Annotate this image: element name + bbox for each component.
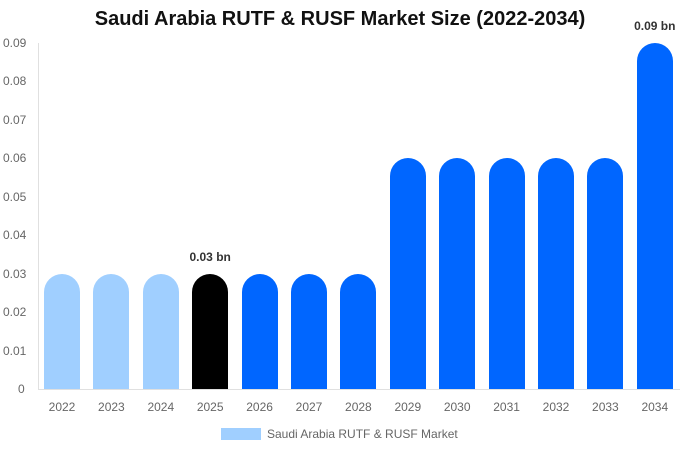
- bar-2031[interactable]: [488, 158, 525, 389]
- legend-label: Saudi Arabia RUTF & RUSF Market: [267, 427, 458, 441]
- x-tick-label: 2025: [196, 400, 224, 414]
- data-label-2034: 0.09 bn: [634, 19, 676, 33]
- bar-2024[interactable]: [142, 273, 179, 389]
- bar-2030[interactable]: [439, 158, 476, 389]
- y-tick-label: 0.02: [3, 305, 27, 320]
- y-axis-line: [38, 43, 39, 389]
- x-tick-label: 2026: [246, 400, 273, 414]
- y-tick-label: 0.05: [3, 189, 27, 204]
- y-tick-label: 0.04: [3, 228, 27, 243]
- x-tick-label: 2032: [542, 400, 570, 414]
- x-axis-line: [38, 389, 680, 390]
- x-tick-label: 2033: [592, 400, 619, 414]
- bar-2029[interactable]: [389, 158, 426, 389]
- x-tick-label: 2022: [48, 400, 76, 414]
- x-tick-label: 2023: [98, 400, 125, 414]
- bar-2022[interactable]: [44, 273, 80, 389]
- x-tick-label: 2029: [394, 400, 422, 414]
- bar-2023[interactable]: [93, 273, 130, 389]
- x-tick-label: 2024: [147, 400, 175, 414]
- bar-2032[interactable]: [538, 158, 574, 389]
- bar-2026[interactable]: [241, 273, 278, 389]
- bar-2034[interactable]: [636, 43, 673, 389]
- y-tick-label: 0.08: [3, 74, 27, 89]
- y-tick-label: 0: [18, 382, 25, 396]
- bar-2033[interactable]: [587, 158, 624, 389]
- x-tick-label: 2034: [641, 400, 669, 414]
- bar-2025[interactable]: [192, 273, 229, 389]
- legend[interactable]: Saudi Arabia RUTF & RUSF Market: [221, 427, 458, 441]
- y-tick-label: 0.06: [3, 151, 27, 166]
- chart-title: Saudi Arabia RUTF & RUSF Market Size (20…: [94, 8, 586, 30]
- legend-swatch: [221, 428, 261, 440]
- y-tick-label: 0.07: [3, 112, 27, 127]
- x-tick-label: 2031: [493, 400, 520, 414]
- x-tick-label: 2028: [345, 400, 372, 414]
- data-label-2025: 0.03 bn: [189, 249, 231, 264]
- y-tick-label: 0.01: [3, 343, 27, 358]
- y-tick-label: 0.03: [3, 266, 27, 281]
- x-tick-label: 2030: [443, 400, 471, 414]
- bar-2028[interactable]: [340, 273, 377, 389]
- y-tick-label: 0.09: [3, 36, 27, 50]
- bar-2027[interactable]: [291, 273, 327, 389]
- x-tick-label: 2027: [295, 400, 323, 414]
